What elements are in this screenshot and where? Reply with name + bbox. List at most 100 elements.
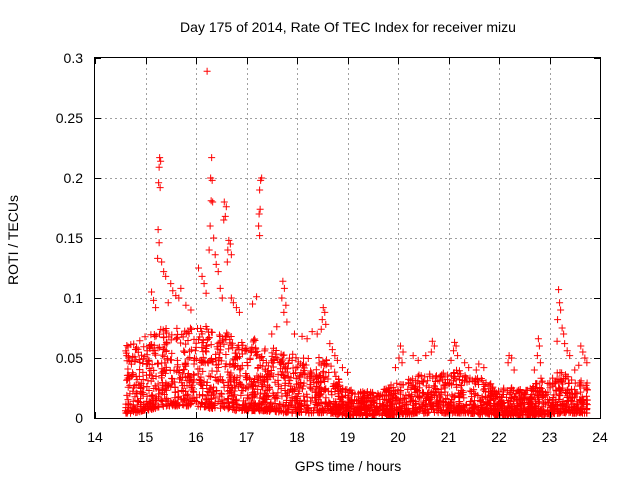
data-point [370,411,378,419]
data-point [124,343,132,351]
data-point [506,389,514,397]
data-point [155,179,163,187]
data-point [313,399,321,407]
x-tick-label: 15 [138,429,154,445]
data-point [451,338,459,346]
data-point [321,308,329,316]
data-point [322,320,330,328]
data-point [202,344,210,352]
data-point [583,359,591,367]
data-point [558,378,566,386]
data-point [225,404,233,412]
data-point [534,393,542,401]
data-point [256,205,264,213]
data-point [295,383,303,391]
data-point [334,404,342,412]
data-point [183,377,191,385]
data-point [455,389,463,397]
data-point [499,388,507,396]
data-point [159,326,167,334]
data-point [224,382,232,390]
data-point [211,373,219,381]
data-point [204,404,212,412]
data-point [163,329,171,337]
data-point [447,356,455,364]
data-point [474,391,482,399]
data-point [279,277,287,285]
data-point [423,409,431,417]
data-point [225,345,233,353]
data-point [158,397,166,405]
data-point [245,395,253,403]
data-point [269,372,277,380]
data-point [577,377,585,385]
data-point [555,375,563,383]
data-point [158,365,166,373]
data-point [258,352,266,360]
data-point [414,356,422,364]
data-point [151,333,159,341]
data-point [280,284,288,292]
data-point [157,157,165,165]
data-point [433,399,441,407]
data-point [461,373,469,381]
data-point [583,386,591,394]
data-point [428,405,436,413]
data-point [256,232,264,240]
data-point [145,398,153,406]
data-point [530,409,538,417]
data-point [284,359,292,367]
plot-frame [94,57,601,419]
data-point [487,393,495,401]
data-point [182,340,190,348]
data-point [429,374,437,382]
data-point [325,369,333,377]
data-point [536,359,544,367]
data-point [486,387,494,395]
data-point [174,330,182,338]
data-point [180,347,188,355]
data-point [332,372,340,380]
data-point [307,367,315,375]
data-point [197,399,205,407]
data-point [322,356,330,364]
data-point [229,393,237,401]
data-point [577,408,585,416]
data-point [162,324,170,332]
data-point [568,389,576,397]
data-point [565,379,573,387]
data-point [210,234,218,242]
x-tick-labels: 14 15 16 17 18 19 20 21 22 23 24 [87,429,608,445]
data-point [575,361,583,369]
data-point [509,408,517,416]
data-point [187,306,195,314]
data-point [563,347,571,355]
data-point [298,332,306,340]
data-point [264,375,272,383]
data-point [205,388,213,396]
data-point [176,375,184,383]
data-point [448,381,456,389]
data-point [576,409,584,417]
data-point [285,388,293,396]
data-point [263,367,271,375]
data-point [428,337,436,345]
x-axis-label: GPS time / hours [295,458,402,474]
data-point [197,380,205,388]
data-point [154,226,162,234]
data-point [333,356,341,364]
data-point [468,393,476,401]
data-point [188,381,196,389]
data-point [128,373,136,381]
data-point [453,383,461,391]
grid-lines [95,58,600,418]
data-point [556,392,564,400]
data-point [225,236,233,244]
data-point [395,354,403,362]
data-point [195,264,203,272]
data-point [252,345,260,353]
data-point [280,308,288,316]
data-point [436,394,444,402]
data-point [164,356,172,364]
data-point [556,368,564,376]
